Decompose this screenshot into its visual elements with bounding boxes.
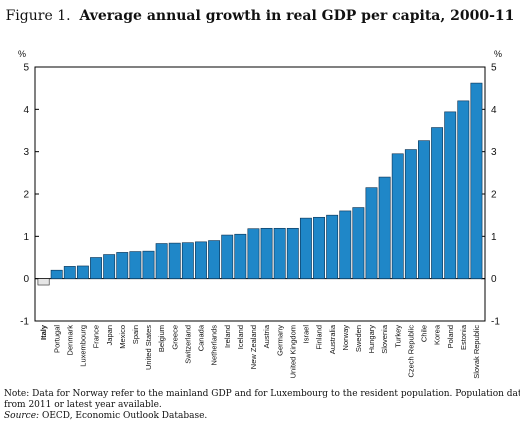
bar-turkey bbox=[391, 153, 404, 279]
bar-slovenia bbox=[378, 176, 391, 279]
x-tick-label: Denmark bbox=[65, 325, 74, 356]
bar-greece bbox=[168, 242, 181, 279]
x-tick-label: Norway bbox=[341, 325, 350, 351]
bar-netherlands bbox=[208, 240, 221, 279]
bar-chart: % % -1 -1 0 0 1 1 2 2 3 3 4 4 5 5 Italy Portugal Denmark Lu… bbox=[18, 49, 502, 379]
figure-title: Figure 1. Average annual growth in real … bbox=[0, 8, 520, 24]
bar-israel bbox=[299, 217, 312, 279]
bar-czech-republic bbox=[404, 149, 417, 279]
bar-switzerland bbox=[181, 242, 194, 279]
bar-poland bbox=[444, 111, 457, 279]
bar-united-states bbox=[142, 250, 155, 279]
x-tick-label: Japan bbox=[105, 325, 114, 345]
x-tick-label: Luxembourg bbox=[79, 325, 88, 367]
figure-note: Note: Data for Norway refer to the mainl… bbox=[4, 389, 520, 422]
x-tick-label: Estonia bbox=[459, 324, 468, 350]
y-tick-label-right: 1 bbox=[491, 232, 497, 243]
x-tick-label: Ireland bbox=[223, 325, 232, 348]
x-tick-label: Portugal bbox=[52, 325, 61, 353]
x-tick-label: Canada bbox=[197, 324, 206, 351]
x-tick-label: Poland bbox=[446, 325, 455, 348]
bar-portugal bbox=[50, 269, 63, 279]
bar-sweden bbox=[352, 207, 365, 279]
source-label: Source: bbox=[4, 411, 40, 421]
bar-australia bbox=[326, 214, 339, 279]
y-tick-label-left: 0 bbox=[23, 274, 29, 285]
y-tick-label-right: 5 bbox=[491, 63, 497, 74]
y-tick-label-left: 5 bbox=[23, 63, 29, 74]
y-tick-label-right: 2 bbox=[491, 190, 497, 201]
y-tick-label-right: 0 bbox=[491, 274, 497, 285]
x-tick-label: Austria bbox=[262, 324, 271, 348]
y-tick-label-right: 4 bbox=[491, 105, 497, 116]
x-tick-label: Greece bbox=[170, 325, 179, 350]
y-tick-label-left: 4 bbox=[23, 105, 29, 116]
x-tick-label: Finland bbox=[315, 325, 324, 350]
bar-iceland bbox=[234, 233, 247, 279]
source-line: Source: OECD, Economic Outlook Database. bbox=[4, 411, 518, 422]
bar-mexico bbox=[116, 252, 129, 279]
figure-number: Figure 1. bbox=[5, 8, 71, 24]
bar-austria bbox=[260, 227, 273, 279]
y-unit-label-right: % bbox=[494, 49, 502, 59]
x-tick-label: Israel bbox=[302, 325, 311, 344]
x-tick-label: France bbox=[92, 325, 101, 348]
bar-belgium bbox=[155, 243, 168, 279]
bar-denmark bbox=[63, 266, 76, 279]
x-tick-label: Iceland bbox=[236, 325, 245, 349]
x-tick-label: Belgium bbox=[157, 325, 166, 352]
x-tick-label: Turkey bbox=[393, 325, 402, 348]
plot-frame bbox=[34, 66, 486, 322]
note-line-2: from 2011 or latest year available. bbox=[4, 400, 162, 410]
figure-title-text: Average annual growth in real GDP per ca… bbox=[79, 8, 515, 24]
bar-germany bbox=[273, 227, 286, 279]
bar-italy bbox=[37, 278, 50, 286]
x-tick-label: Spain bbox=[131, 325, 140, 344]
y-tick-label-left: 2 bbox=[23, 190, 29, 201]
y-tick-label-right: -1 bbox=[491, 317, 500, 328]
bar-chile bbox=[418, 140, 430, 279]
bar-slovak-republic bbox=[470, 82, 483, 279]
x-tick-label: Slovak Republic bbox=[472, 325, 481, 379]
x-tick-label: Slovenia bbox=[380, 324, 389, 354]
x-tick-label: United States bbox=[144, 325, 153, 370]
bar-canada bbox=[195, 241, 207, 279]
x-tick-label: New Zealand bbox=[249, 325, 258, 369]
bar-luxembourg bbox=[76, 265, 89, 279]
bar-hungary bbox=[365, 187, 378, 279]
note-line-1: Note: Data for Norway refer to the mainl… bbox=[4, 389, 520, 399]
y-unit-label-left: % bbox=[18, 49, 26, 59]
y-tick-label-left: 1 bbox=[23, 232, 29, 243]
x-tick-label: United Kingdom bbox=[288, 325, 297, 378]
x-tick-label: Chile bbox=[420, 325, 429, 342]
x-tick-label: Mexico bbox=[118, 325, 127, 349]
x-tick-label: Czech Republic bbox=[406, 325, 415, 378]
y-tick-label-right: 3 bbox=[491, 147, 497, 158]
x-tick-label: Australia bbox=[328, 324, 337, 354]
x-tick-label: Hungary bbox=[367, 325, 376, 354]
x-tick-label: Switzerland bbox=[183, 325, 192, 364]
source-text: OECD, Economic Outlook Database. bbox=[41, 411, 208, 421]
bar-france bbox=[90, 257, 102, 279]
y-tick-label-left: -1 bbox=[20, 317, 29, 328]
bar-united-kingdom bbox=[286, 227, 299, 279]
bar-norway bbox=[339, 210, 352, 279]
bar-new-zealand bbox=[247, 228, 260, 279]
bar-spain bbox=[129, 251, 142, 279]
bar-ireland bbox=[221, 234, 234, 279]
y-tick-label-left: 3 bbox=[23, 147, 29, 158]
bar-finland bbox=[313, 216, 325, 279]
bar-estonia bbox=[457, 100, 470, 279]
bar-korea bbox=[431, 127, 444, 279]
x-tick-label: Netherlands bbox=[210, 325, 219, 366]
x-tick-label: Italy bbox=[39, 324, 48, 340]
bar-japan bbox=[103, 254, 116, 279]
x-tick-label: Korea bbox=[433, 324, 442, 345]
x-tick-label: Germany bbox=[275, 325, 284, 356]
x-tick-label: Sweden bbox=[354, 325, 363, 352]
